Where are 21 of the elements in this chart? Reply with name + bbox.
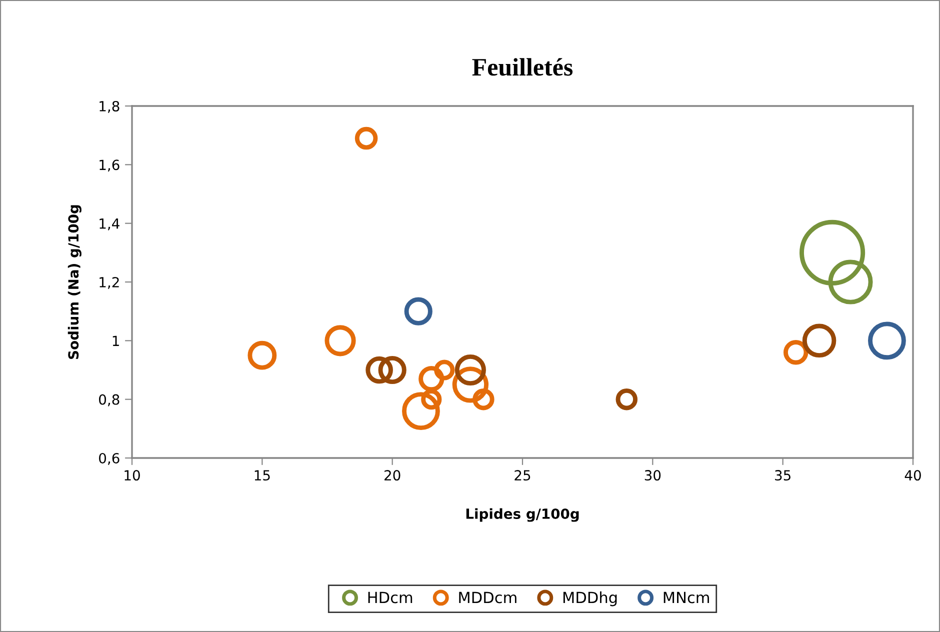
y-tick-label: 1,2 <box>100 276 119 289</box>
chart-title: Feuilletés <box>472 58 573 76</box>
y-tick-label: 1,6 <box>100 160 120 172</box>
x-tick-label: 10 <box>124 470 140 481</box>
legend-label: MNcm <box>664 592 709 604</box>
y-tick-label: 1,8 <box>100 100 120 113</box>
y-axis-title: Sodium (Na) g/100g <box>68 205 82 359</box>
x-tick-label: 25 <box>514 470 530 481</box>
x-tick-label: 30 <box>644 470 661 481</box>
y-tick-label: 1,4 <box>100 218 120 230</box>
x-tick-label: 35 <box>775 470 790 481</box>
x-tick-label: 15 <box>254 470 270 481</box>
y-tick-label: 0,6 <box>99 452 120 465</box>
legend-label: MDDcm <box>459 592 516 604</box>
legend-label: MDDhg <box>563 591 617 606</box>
y-tick-label: 0,8 <box>99 394 120 406</box>
y-tick-label: 1 <box>112 336 119 346</box>
x-axis-title: Lipides g/100g <box>466 508 579 522</box>
x-tick-label: 40 <box>904 470 921 481</box>
legend-label: HDcm <box>368 592 412 604</box>
x-tick-label: 20 <box>384 470 400 481</box>
